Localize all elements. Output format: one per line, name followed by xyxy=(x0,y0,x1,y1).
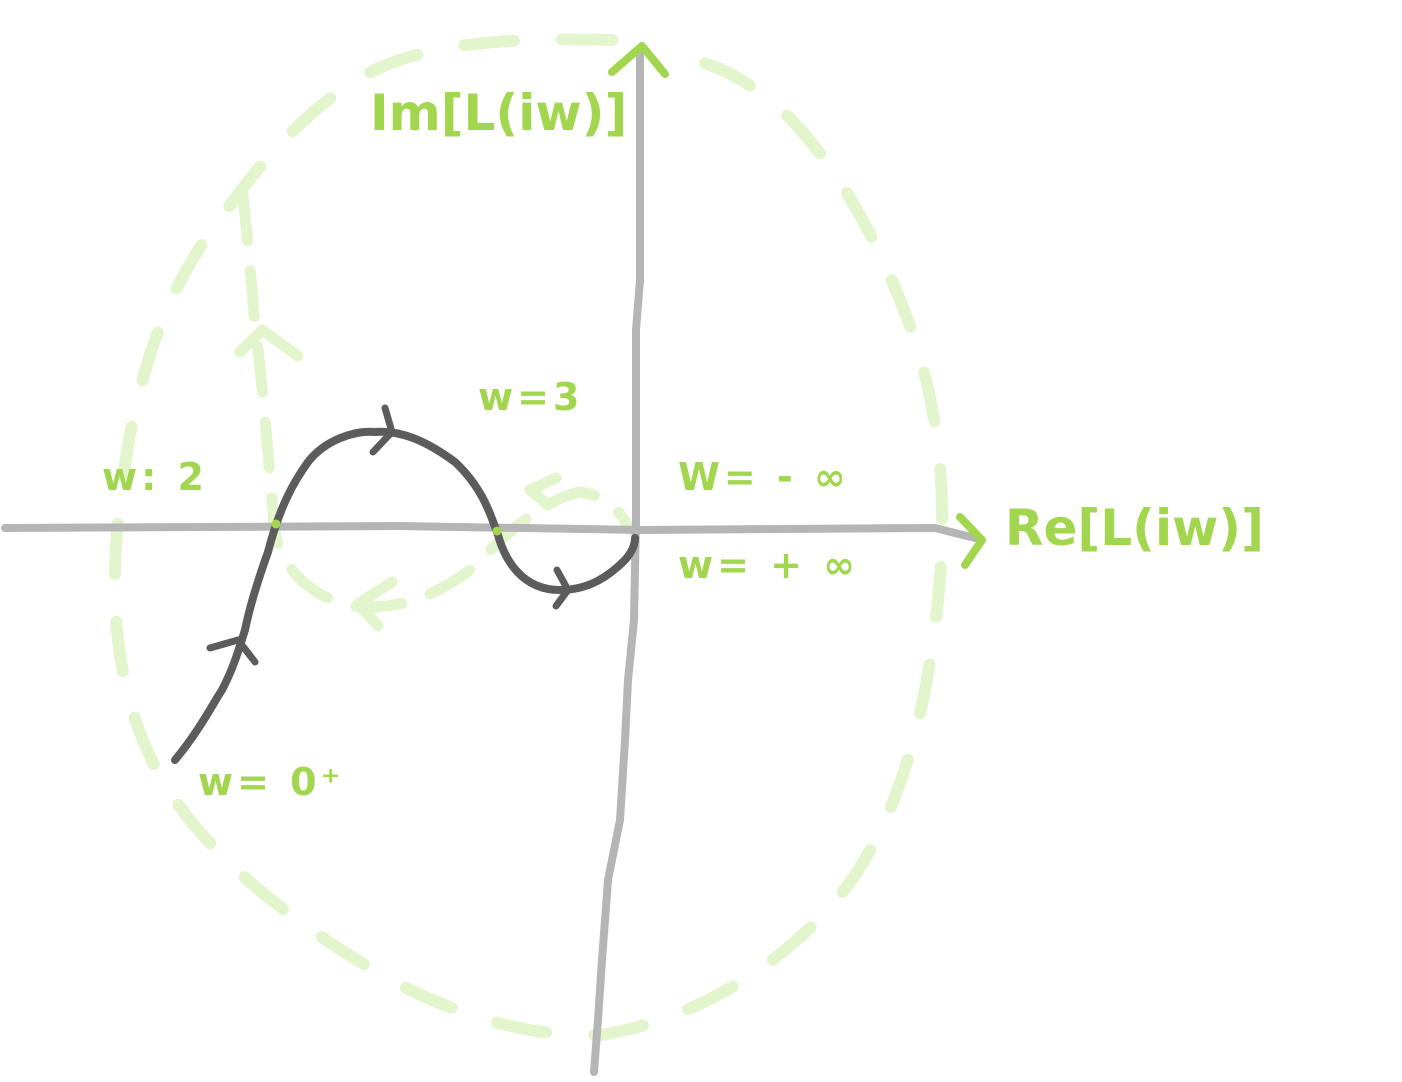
real-axis-label: Re[L(iw)] xyxy=(1005,499,1264,557)
real-axis xyxy=(1,521,979,542)
curve-arrow-icon-2 xyxy=(369,404,396,456)
imaginary-axis-label: Im[L(iw)] xyxy=(370,84,627,142)
outer-contour-dashed xyxy=(108,33,949,1042)
annotation-w-neg-inf: W= - ∞ xyxy=(678,455,850,499)
real-axis-arrow-icon xyxy=(956,513,986,569)
contour-arrow-left-bottom xyxy=(352,576,398,632)
curve-arrow-icon-1 xyxy=(206,636,259,666)
contour-arrow-up xyxy=(234,324,304,362)
annotation-w3: w=3 xyxy=(478,375,583,419)
imaginary-axis-arrow-icon xyxy=(608,42,669,78)
annotation-w-zero-plus: w= 0⁺ xyxy=(198,760,345,804)
contour-arrow-left-top xyxy=(524,472,562,511)
annotation-w2: w: 2 xyxy=(102,455,208,499)
inner-contour-dashed xyxy=(237,189,636,613)
crossing-point-w2 xyxy=(271,519,281,529)
crossing-point-w3 xyxy=(492,526,502,536)
annotation-w-pos-inf: w= + ∞ xyxy=(678,543,859,587)
imaginary-axis xyxy=(590,44,644,1076)
curve-arrow-icon-3 xyxy=(552,566,572,610)
